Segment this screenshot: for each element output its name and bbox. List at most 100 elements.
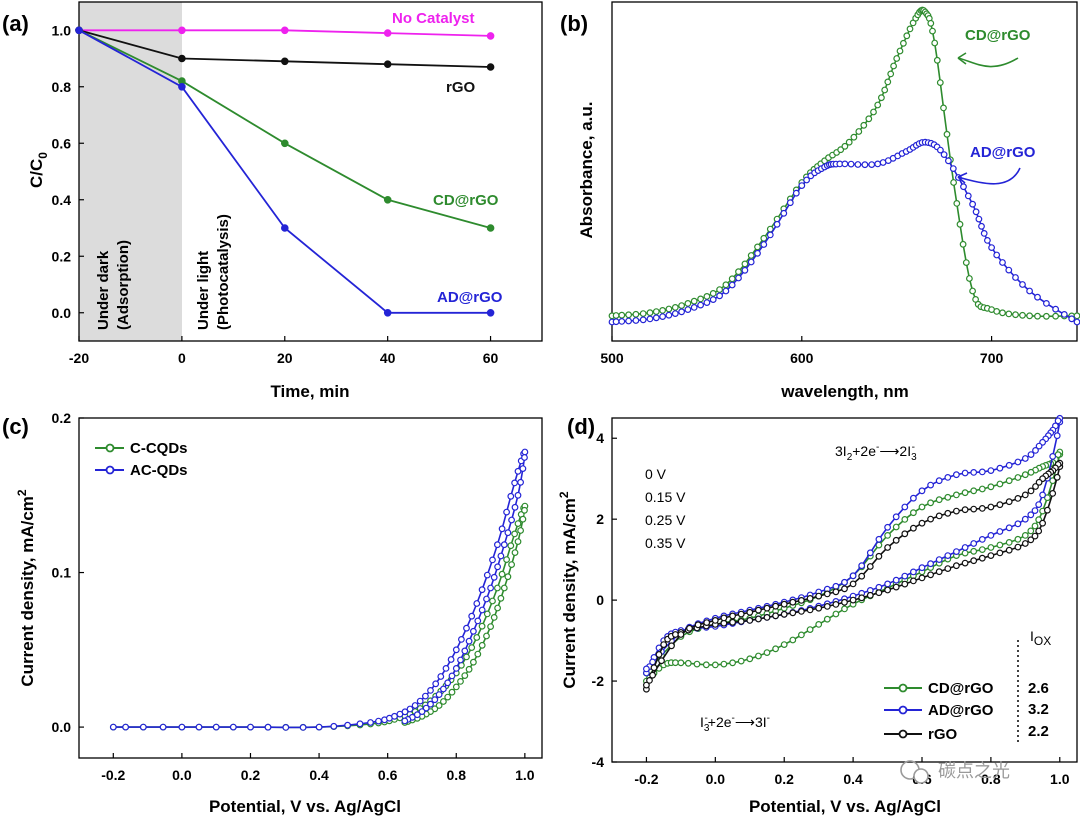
data-point xyxy=(754,249,761,257)
data-point xyxy=(503,556,511,563)
data-point xyxy=(1052,312,1059,320)
data-point xyxy=(858,594,866,602)
data-point xyxy=(806,606,814,614)
data-point xyxy=(1005,310,1013,318)
data-point xyxy=(901,516,909,523)
panel-d-legend: CD@rGO AD@rGO rGO xyxy=(884,680,994,743)
data-point xyxy=(109,723,117,731)
data-point xyxy=(832,601,840,608)
data-point xyxy=(881,86,889,94)
data-point xyxy=(458,636,465,643)
data-point xyxy=(866,591,874,599)
data-point xyxy=(975,215,983,223)
data-point xyxy=(264,723,272,731)
panel-d-ylabel-main: Current density, mA/cm xyxy=(560,498,579,689)
data-point xyxy=(660,641,668,648)
data-point xyxy=(422,692,429,700)
data-point xyxy=(452,665,460,672)
data-point xyxy=(936,79,944,86)
data-point xyxy=(1049,490,1057,497)
data-point xyxy=(935,477,943,485)
data-point xyxy=(468,612,476,620)
panel-a: (a) -20 0 20 40 60 0.0 0.2 0.4 0.6 0.8 1.0 Time, … xyxy=(2,1,543,401)
data-point xyxy=(896,47,904,55)
potential-0: 0 V xyxy=(645,466,667,482)
data-point xyxy=(442,665,450,672)
data-point xyxy=(514,538,522,545)
data-point xyxy=(658,657,665,665)
data-point xyxy=(993,251,1001,259)
data-point xyxy=(789,636,797,644)
y-tick-label: -2 xyxy=(592,673,605,689)
data-point xyxy=(315,723,323,731)
y-tick-label: -4 xyxy=(592,754,605,770)
data-point xyxy=(893,55,901,62)
reaction-bottom-a: I xyxy=(700,714,704,730)
annotation-adsorption: (Adsorption) xyxy=(115,240,132,330)
data-point xyxy=(483,610,491,618)
panel-c-legend: C-CQDs AC-QDs xyxy=(95,440,188,479)
data-point xyxy=(1021,540,1029,547)
data-point xyxy=(517,478,524,486)
data-point xyxy=(508,561,516,568)
data-point xyxy=(970,487,978,495)
data-point xyxy=(612,318,620,326)
data-point xyxy=(845,138,853,146)
data-point xyxy=(961,544,969,551)
panel-c-xlabel: Potential, V vs. Ag/AgCl xyxy=(209,797,401,816)
data-point xyxy=(996,528,1004,535)
data-point xyxy=(854,161,862,168)
data-point xyxy=(282,724,290,731)
data-point xyxy=(483,595,490,603)
potential-2: 0.25 V xyxy=(645,512,686,528)
x-tick-label: -0.2 xyxy=(101,767,125,783)
data-point xyxy=(639,310,647,318)
panel-d-ylabel: Current density, mA/cm2 xyxy=(557,491,579,689)
panel-a-ylabel: C/C0 xyxy=(27,152,50,188)
y-tick-label: 0.0 xyxy=(52,719,72,735)
data-point xyxy=(504,573,512,581)
data-point xyxy=(1031,532,1039,540)
data-point xyxy=(798,182,806,190)
panel-d-ylabel-sup: 2 xyxy=(557,491,571,498)
annotation-photocatalysis: (Photocatalysis) xyxy=(215,214,232,330)
data-point xyxy=(892,513,900,521)
data-point xyxy=(511,479,518,487)
data-point xyxy=(972,208,980,216)
data-point xyxy=(448,688,456,696)
data-point xyxy=(678,302,685,310)
data-point xyxy=(903,32,911,40)
data-point xyxy=(671,310,679,318)
data-point xyxy=(950,179,957,186)
data-point xyxy=(511,503,519,511)
data-point xyxy=(508,516,516,524)
data-point xyxy=(792,189,800,197)
data-point xyxy=(470,627,477,635)
data-point xyxy=(490,614,498,621)
data-point xyxy=(383,196,392,204)
data-point xyxy=(1032,483,1039,490)
data-point xyxy=(987,483,995,491)
data-point xyxy=(1005,477,1013,485)
data-point xyxy=(1031,507,1039,515)
data-point xyxy=(1073,318,1080,326)
data-point xyxy=(693,660,701,668)
data-point xyxy=(1035,501,1043,509)
data-point xyxy=(465,665,473,673)
data-point xyxy=(280,139,289,148)
x-tick-label: 0.4 xyxy=(843,771,863,787)
reaction-top: 3I2+2e-⟶2I3- xyxy=(835,442,917,463)
data-point xyxy=(470,658,477,666)
data-point xyxy=(178,26,186,35)
data-point xyxy=(1049,453,1057,460)
data-point xyxy=(1027,487,1035,495)
reaction-top-b: +2e xyxy=(852,443,876,459)
data-point xyxy=(735,268,742,276)
data-point xyxy=(659,313,666,321)
data-point xyxy=(960,183,967,191)
data-point xyxy=(489,597,496,605)
data-point xyxy=(487,623,495,630)
data-point xyxy=(722,287,730,295)
